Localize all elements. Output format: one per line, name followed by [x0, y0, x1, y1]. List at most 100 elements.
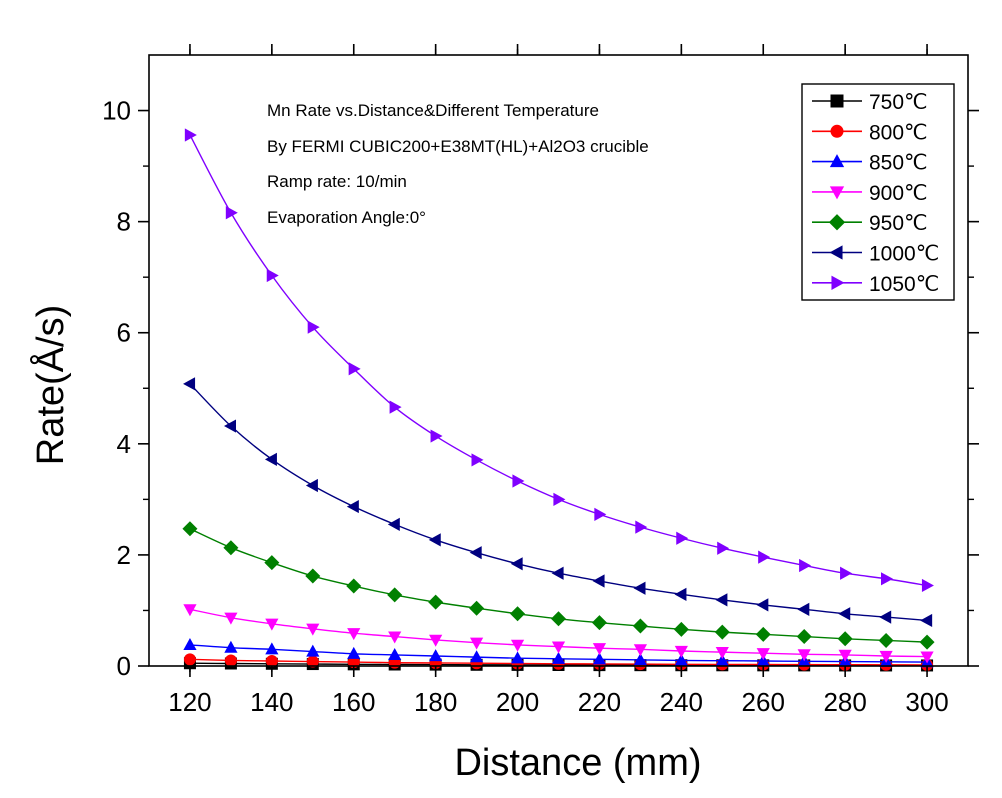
data-point-3: [920, 651, 934, 664]
y-tick-label: 4: [117, 429, 131, 459]
legend-label: 850℃: [869, 152, 928, 175]
data-point-5: [592, 574, 605, 588]
data-point-4: [387, 587, 403, 603]
data-point-4: [305, 568, 321, 584]
data-point-5: [428, 533, 441, 547]
data-point-2: [674, 653, 688, 666]
legend-label: 900℃: [869, 182, 928, 205]
annotation-source: By FERMI CUBIC200+E38MT(HL)+Al2O3 crucib…: [267, 137, 649, 156]
x-tick-label: 140: [250, 687, 293, 717]
data-point-3: [715, 647, 729, 660]
y-tick-label: 8: [117, 207, 131, 237]
data-point-6: [471, 453, 484, 467]
data-point-6: [307, 320, 320, 334]
data-point-5: [633, 581, 646, 595]
data-point-2: [551, 651, 566, 664]
data-point-3: [306, 623, 320, 636]
data-point-6: [512, 474, 525, 488]
legend-marker: [829, 245, 843, 260]
data-point-6: [389, 400, 402, 414]
data-point-4: [837, 631, 853, 647]
data-point-6: [553, 492, 566, 506]
data-point-5: [879, 610, 892, 624]
data-point-4: [510, 606, 526, 622]
data-point-5: [510, 557, 523, 571]
x-tick-label: 180: [414, 687, 457, 717]
data-point-5: [838, 607, 851, 621]
data-point-4: [878, 632, 894, 648]
data-point-6: [348, 362, 361, 376]
data-point-2: [429, 649, 443, 662]
data-point-4: [182, 521, 198, 537]
data-point-4: [919, 634, 935, 650]
plot-frame: [148, 54, 969, 667]
data-point-5: [551, 566, 564, 580]
ticks-layer: 120 140 160 180 200 220 240 260 280 300 0 2 4 6 8 10: [102, 44, 979, 717]
data-point-1: [347, 656, 360, 669]
legend-marker: [829, 186, 845, 200]
data-point-5: [305, 478, 318, 493]
annotation-ramp-rate: Ramp rate: 10/min: [267, 172, 407, 191]
data-point-5: [469, 546, 482, 560]
legend-label: 800℃: [869, 121, 928, 144]
data-point-2: [510, 651, 525, 664]
data-point-2: [388, 647, 402, 660]
data-point-4: [673, 621, 689, 637]
x-tick-label: 200: [496, 687, 539, 717]
data-point-2: [633, 652, 647, 665]
data-point-4: [714, 624, 730, 640]
data-point-4: [264, 555, 280, 571]
data-point-3: [879, 650, 893, 663]
data-point-5: [387, 517, 400, 531]
data-point-4: [346, 578, 362, 594]
data-point-6: [799, 558, 812, 573]
data-point-3: [470, 637, 484, 650]
data-point-3: [797, 649, 811, 662]
data-point-6: [635, 520, 648, 534]
x-tick-label: 160: [332, 687, 375, 717]
data-point-1: [265, 655, 278, 668]
data-point-3: [633, 644, 647, 657]
data-point-6: [881, 572, 893, 586]
data-point-2: [470, 650, 484, 663]
data-point-4: [796, 629, 812, 645]
annotation-evaporation-angle: Evaporation Angle:0°: [267, 208, 426, 227]
annotation-title: Mn Rate vs.Distance&Different Temperatur…: [267, 101, 599, 120]
data-point-6: [594, 507, 607, 521]
legend-label: 1000℃: [869, 243, 939, 266]
data-point-2: [715, 653, 729, 666]
y-axis-title: Rate(Å/s): [28, 305, 72, 465]
legend-label: 950℃: [869, 212, 928, 235]
data-point-6: [717, 541, 730, 555]
data-point-2: [224, 640, 238, 653]
data-point-5: [224, 419, 236, 433]
legend-marker: [829, 154, 845, 168]
data-point-3: [674, 645, 688, 658]
data-point-3: [756, 648, 770, 661]
data-point-3: [224, 612, 238, 625]
data-point-4: [428, 594, 444, 610]
data-point-5: [346, 499, 359, 514]
legend-marker: [830, 124, 844, 138]
data-point-3: [510, 639, 525, 652]
data-point-5: [797, 602, 810, 616]
data-point-1: [224, 654, 237, 667]
data-point-5: [264, 452, 277, 466]
data-point-4: [469, 600, 485, 616]
data-point-5: [920, 613, 933, 628]
x-tick-label: 220: [578, 687, 621, 717]
data-point-6: [266, 268, 279, 283]
data-point-6: [225, 206, 238, 220]
data-point-5: [715, 593, 728, 607]
data-point-6: [184, 128, 197, 142]
x-tick-label: 300: [905, 687, 948, 717]
data-point-5: [183, 377, 196, 391]
y-tick-label: 2: [117, 540, 131, 570]
data-point-4: [223, 540, 239, 556]
x-tick-label: 280: [823, 687, 866, 717]
data-point-3: [838, 649, 852, 662]
data-point-4: [755, 626, 771, 642]
legend-label: 1050℃: [869, 273, 939, 296]
data-point-6: [676, 531, 689, 545]
